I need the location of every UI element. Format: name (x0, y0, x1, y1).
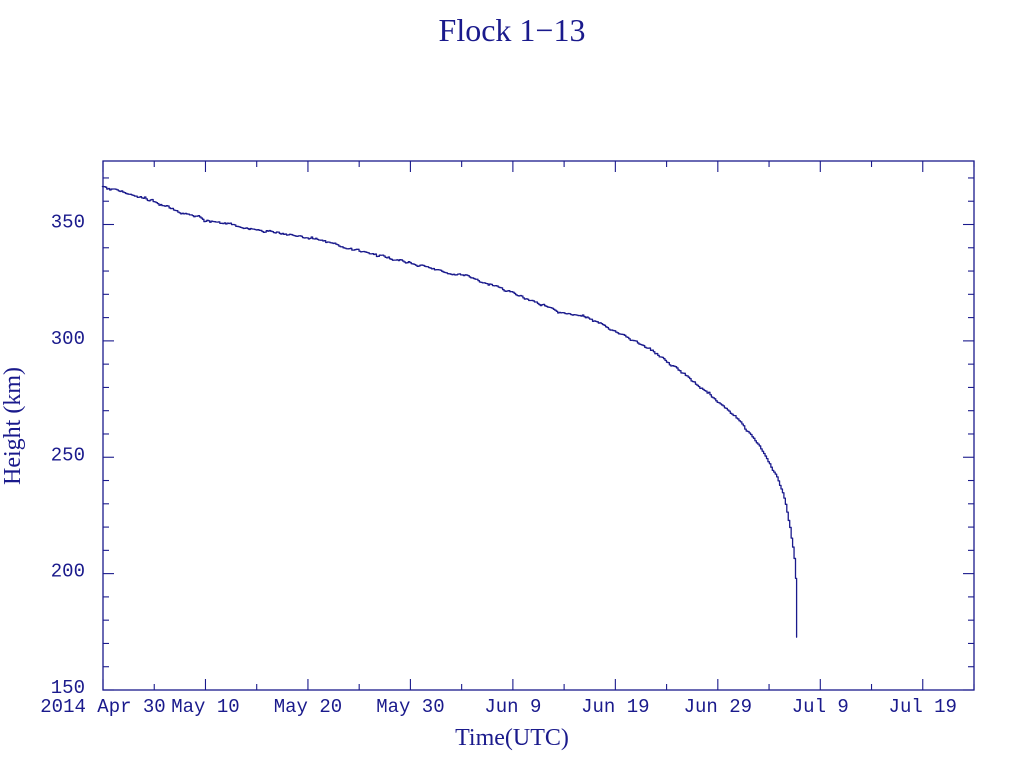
svg-text:2014 Apr 30: 2014 Apr 30 (40, 696, 165, 718)
svg-text:Jun 29: Jun 29 (684, 696, 752, 718)
svg-text:350: 350 (51, 212, 85, 234)
svg-text:250: 250 (51, 444, 85, 466)
svg-text:May 10: May 10 (171, 696, 239, 718)
svg-text:May 30: May 30 (376, 696, 444, 718)
svg-text:Jul 19: Jul 19 (889, 696, 957, 718)
svg-text:Jun 19: Jun 19 (581, 696, 649, 718)
svg-text:Height (km): Height (km) (0, 367, 26, 485)
svg-text:Flock 1−13: Flock 1−13 (439, 12, 586, 48)
svg-text:300: 300 (51, 328, 85, 350)
svg-text:Time(UTC): Time(UTC) (455, 725, 569, 751)
svg-text:May 20: May 20 (274, 696, 342, 718)
svg-text:200: 200 (51, 561, 85, 583)
svg-text:Jun 9: Jun 9 (484, 696, 541, 718)
svg-text:Jul 9: Jul 9 (792, 696, 849, 718)
